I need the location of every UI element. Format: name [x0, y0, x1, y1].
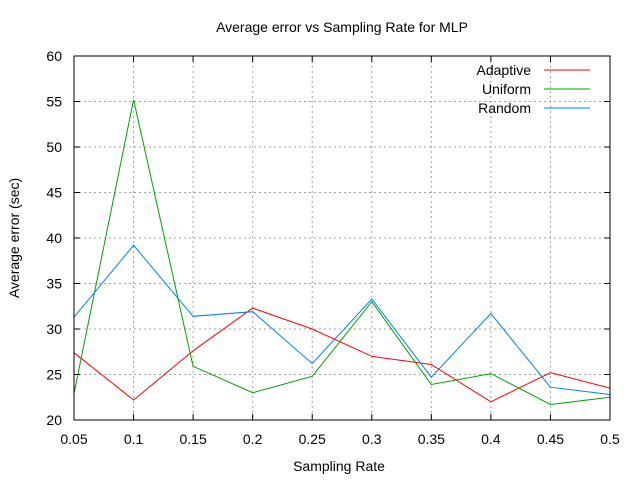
- grid-lines: [74, 56, 610, 420]
- y-tick-label: 35: [46, 276, 62, 292]
- x-tick-label: 0.05: [60, 431, 87, 447]
- data-point-adaptive: [549, 371, 552, 374]
- y-tick-label: 45: [46, 185, 62, 201]
- legend-label-uniform: Uniform: [482, 81, 531, 97]
- data-point-adaptive: [311, 328, 314, 331]
- x-tick-label: 0.5: [600, 431, 620, 447]
- data-point-adaptive: [370, 355, 373, 358]
- series-lines: [73, 98, 611, 406]
- data-point-adaptive: [192, 349, 195, 352]
- x-tick-label: 0.45: [537, 431, 564, 447]
- data-point-uniform: [251, 391, 254, 394]
- y-tick-label: 20: [46, 412, 62, 428]
- y-tick-label: 60: [46, 48, 62, 64]
- y-tick-label: 25: [46, 367, 62, 383]
- data-point-random: [549, 386, 552, 389]
- axis-ticks: 0.05 0.1 0.15 0.2 0.25 0.3 0.35 0.4 0.45 0.5 20 25 3…: [46, 48, 620, 447]
- data-point-random: [251, 310, 254, 313]
- data-point-random: [192, 315, 195, 318]
- data-point-random: [311, 362, 314, 365]
- series-line-adaptive: [73, 307, 611, 403]
- data-point-uniform: [132, 98, 135, 101]
- y-tick-label: 40: [46, 230, 62, 246]
- data-point-uniform: [549, 403, 552, 406]
- data-point-adaptive: [132, 398, 135, 401]
- series-line-uniform: [73, 99, 611, 406]
- legend-label-adaptive: Adaptive: [477, 62, 532, 78]
- x-tick-label: 0.15: [179, 431, 206, 447]
- y-tick-label: 30: [46, 321, 62, 337]
- chart-title: Average error vs Sampling Rate for MLP: [216, 19, 468, 35]
- x-tick-label: 0.25: [299, 431, 326, 447]
- data-point-adaptive: [489, 400, 492, 403]
- legend: Adaptive Uniform Random: [477, 62, 590, 116]
- data-point-uniform: [489, 372, 492, 375]
- x-axis-label: Sampling Rate: [293, 458, 385, 474]
- series-line-random: [73, 244, 611, 395]
- x-tick-label: 0.1: [124, 431, 144, 447]
- x-tick-label: 0.35: [418, 431, 445, 447]
- data-point-adaptive: [430, 363, 433, 366]
- data-point-uniform: [311, 375, 314, 378]
- data-point-adaptive: [251, 307, 254, 310]
- data-point-uniform: [192, 365, 195, 368]
- data-point-random: [370, 297, 373, 300]
- legend-label-random: Random: [478, 100, 531, 116]
- data-point-uniform: [430, 383, 433, 386]
- data-point-random: [489, 312, 492, 315]
- x-tick-label: 0.2: [243, 431, 263, 447]
- x-tick-label: 0.3: [362, 431, 382, 447]
- y-tick-label: 55: [46, 94, 62, 110]
- x-tick-label: 0.4: [481, 431, 501, 447]
- data-point-random: [132, 244, 135, 247]
- data-point-random: [430, 376, 433, 379]
- y-axis-label: Average error (sec): [6, 178, 22, 298]
- y-tick-label: 50: [46, 139, 62, 155]
